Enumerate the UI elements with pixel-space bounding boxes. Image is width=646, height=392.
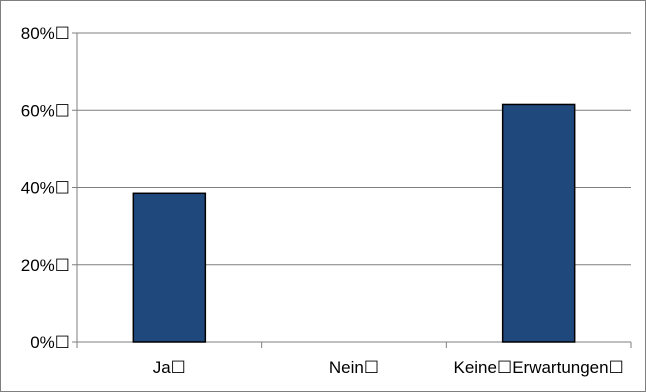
y-tick-label: 0%☐ [30, 333, 70, 352]
y-tick-label: 80%☐ [21, 24, 70, 43]
bar [501, 103, 576, 343]
y-tick-label: 40%☐ [21, 179, 70, 198]
label-layer: 0%☐ 20%☐ 40%☐ 60%☐ 80%☐ Ja☐ Nein☐ Keine☐Erwartu… [21, 24, 624, 377]
x-tick-label: Keine☐Erwartungen☐ [453, 358, 623, 377]
x-tick-label: Nein☐ [329, 358, 379, 377]
x-tick-label: Ja☐ [153, 358, 186, 377]
y-tick-label: 60%☐ [21, 101, 70, 120]
y-tick-label: 20%☐ [21, 256, 70, 275]
bar-layer [132, 103, 576, 343]
bar [132, 192, 207, 343]
